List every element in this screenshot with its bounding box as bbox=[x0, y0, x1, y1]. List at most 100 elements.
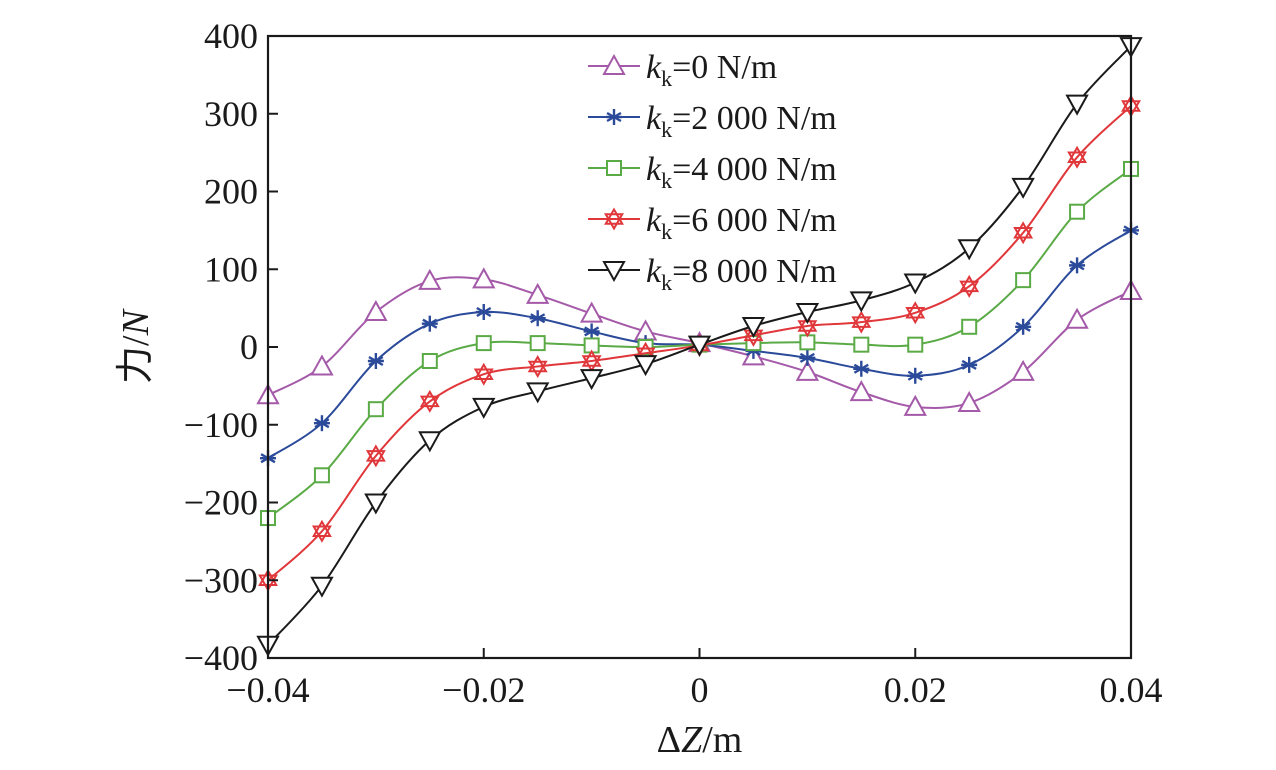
data-point-marker bbox=[853, 360, 870, 377]
series-4 bbox=[256, 37, 1143, 657]
legend-entry: kk=4 000 N/m bbox=[588, 151, 837, 193]
data-point-marker bbox=[959, 274, 980, 298]
x-axis-label-var: Z bbox=[681, 719, 703, 761]
data-point-marker bbox=[795, 303, 820, 325]
data-point-marker bbox=[418, 431, 442, 453]
data-point-marker bbox=[473, 362, 494, 386]
y-tick-label: −100 bbox=[184, 405, 258, 445]
data-point-marker bbox=[310, 354, 334, 376]
x-tick-label: −0.04 bbox=[226, 670, 309, 710]
y-tick-label: 300 bbox=[204, 94, 258, 134]
data-point-marker bbox=[365, 444, 386, 468]
legend-entry: kk=8 000 N/m bbox=[588, 253, 837, 295]
legend-label-sub: k bbox=[661, 219, 672, 244]
y-axis-label-main: 力/ bbox=[115, 335, 157, 384]
x-tick-label: 0.02 bbox=[884, 670, 947, 710]
legend-label-sub: k bbox=[661, 66, 672, 91]
x-tick-label: −0.02 bbox=[442, 670, 525, 710]
legend-label-rest: =8 000 N/m bbox=[672, 253, 837, 290]
legend: kk=0 N/mkk=2 000 N/mkk=4 000 N/mkk=6 000… bbox=[588, 49, 837, 295]
data-point-marker bbox=[313, 467, 330, 484]
legend-label-rest: =6 000 N/m bbox=[672, 202, 837, 239]
y-axis-label: 力/N bbox=[115, 307, 157, 384]
data-point-marker bbox=[525, 382, 550, 404]
data-point-marker bbox=[849, 291, 874, 313]
x-tick-label: 0.04 bbox=[1100, 670, 1163, 710]
data-point-marker bbox=[529, 310, 546, 327]
data-point-marker bbox=[1069, 257, 1086, 274]
y-tick-label: −200 bbox=[184, 483, 258, 523]
y-tick-label: 100 bbox=[204, 249, 258, 289]
data-point-marker bbox=[364, 493, 388, 515]
data-point-marker bbox=[311, 519, 332, 543]
legend-label-rest: =2 000 N/m bbox=[672, 100, 837, 137]
data-point-marker bbox=[799, 349, 816, 366]
legend-label-var: k bbox=[646, 151, 662, 188]
data-point-marker bbox=[957, 390, 981, 412]
data-point-marker bbox=[795, 359, 820, 381]
legend-label: kk=4 000 N/m bbox=[646, 151, 837, 193]
data-point-marker bbox=[903, 394, 927, 416]
data-point-marker bbox=[1011, 359, 1035, 381]
legend-label: kk=2 000 N/m bbox=[646, 100, 837, 142]
data-point-marker bbox=[367, 401, 384, 418]
legend-label: kk=8 000 N/m bbox=[646, 253, 837, 295]
data-point-marker bbox=[421, 315, 438, 332]
data-point-marker bbox=[475, 304, 492, 321]
legend-marker bbox=[606, 109, 622, 125]
legend-label: kk=6 000 N/m bbox=[646, 202, 837, 244]
y-tick-label: 200 bbox=[204, 172, 258, 212]
x-axis-label-delta: Δ bbox=[657, 719, 681, 761]
y-tick-label: −300 bbox=[184, 560, 258, 600]
data-point-marker bbox=[741, 317, 766, 339]
data-point-marker bbox=[529, 335, 546, 352]
legend-label: kk=0 N/m bbox=[646, 49, 777, 91]
legend-entry: kk=2 000 N/m bbox=[588, 100, 837, 142]
data-point-marker bbox=[1065, 94, 1089, 116]
data-point-marker bbox=[961, 318, 978, 335]
data-point-marker bbox=[581, 349, 602, 373]
legend-marker bbox=[602, 53, 626, 75]
data-point-marker bbox=[961, 356, 978, 373]
data-point-marker bbox=[687, 335, 712, 357]
y-tick-label: 0 bbox=[240, 327, 258, 367]
legend-label-sub: k bbox=[661, 168, 672, 193]
data-point-marker bbox=[1067, 145, 1088, 169]
data-point-marker bbox=[957, 239, 981, 261]
legend-entry: kk=6 000 N/m bbox=[588, 202, 837, 244]
data-point-marker bbox=[1015, 318, 1032, 335]
data-point-marker bbox=[1013, 221, 1034, 245]
data-point-marker bbox=[472, 397, 496, 419]
data-point-marker bbox=[472, 267, 496, 289]
y-tick-label: −400 bbox=[184, 638, 258, 678]
legend-label-sub: k bbox=[661, 117, 672, 142]
legend-label-var: k bbox=[646, 100, 662, 137]
data-point-marker bbox=[579, 301, 604, 323]
legend-marker bbox=[606, 160, 622, 176]
legend-label-rest: =4 000 N/m bbox=[672, 151, 837, 188]
y-axis-label-var: N bbox=[115, 307, 157, 336]
data-point-marker bbox=[583, 323, 600, 340]
data-point-marker bbox=[364, 299, 388, 322]
legend-marker bbox=[604, 207, 624, 231]
data-point-marker bbox=[905, 301, 926, 325]
y-tick-label: 400 bbox=[204, 16, 258, 56]
data-point-marker bbox=[475, 335, 492, 352]
legend-label-var: k bbox=[646, 202, 662, 239]
data-point-marker bbox=[1015, 272, 1032, 289]
legend-label-var: k bbox=[646, 49, 662, 86]
data-point-marker bbox=[1011, 177, 1035, 199]
legend-label-rest: =0 N/m bbox=[672, 49, 777, 86]
series-layer bbox=[256, 37, 1143, 657]
x-axis-label-unit: /m bbox=[702, 719, 742, 761]
data-point-marker bbox=[853, 336, 870, 353]
x-axis-label: ΔZ/m bbox=[657, 719, 743, 761]
data-point-marker bbox=[525, 282, 550, 304]
axis-ticks: −0.04 −0.02 0 0.02 0.04 −400 −300 −200 −100 0 100 2… bbox=[184, 16, 1163, 710]
legend-entry: kk=0 N/m bbox=[588, 49, 777, 91]
data-point-marker bbox=[421, 352, 438, 369]
legend-marker bbox=[602, 261, 626, 283]
data-point-marker bbox=[633, 355, 658, 377]
data-point-marker bbox=[418, 268, 442, 290]
